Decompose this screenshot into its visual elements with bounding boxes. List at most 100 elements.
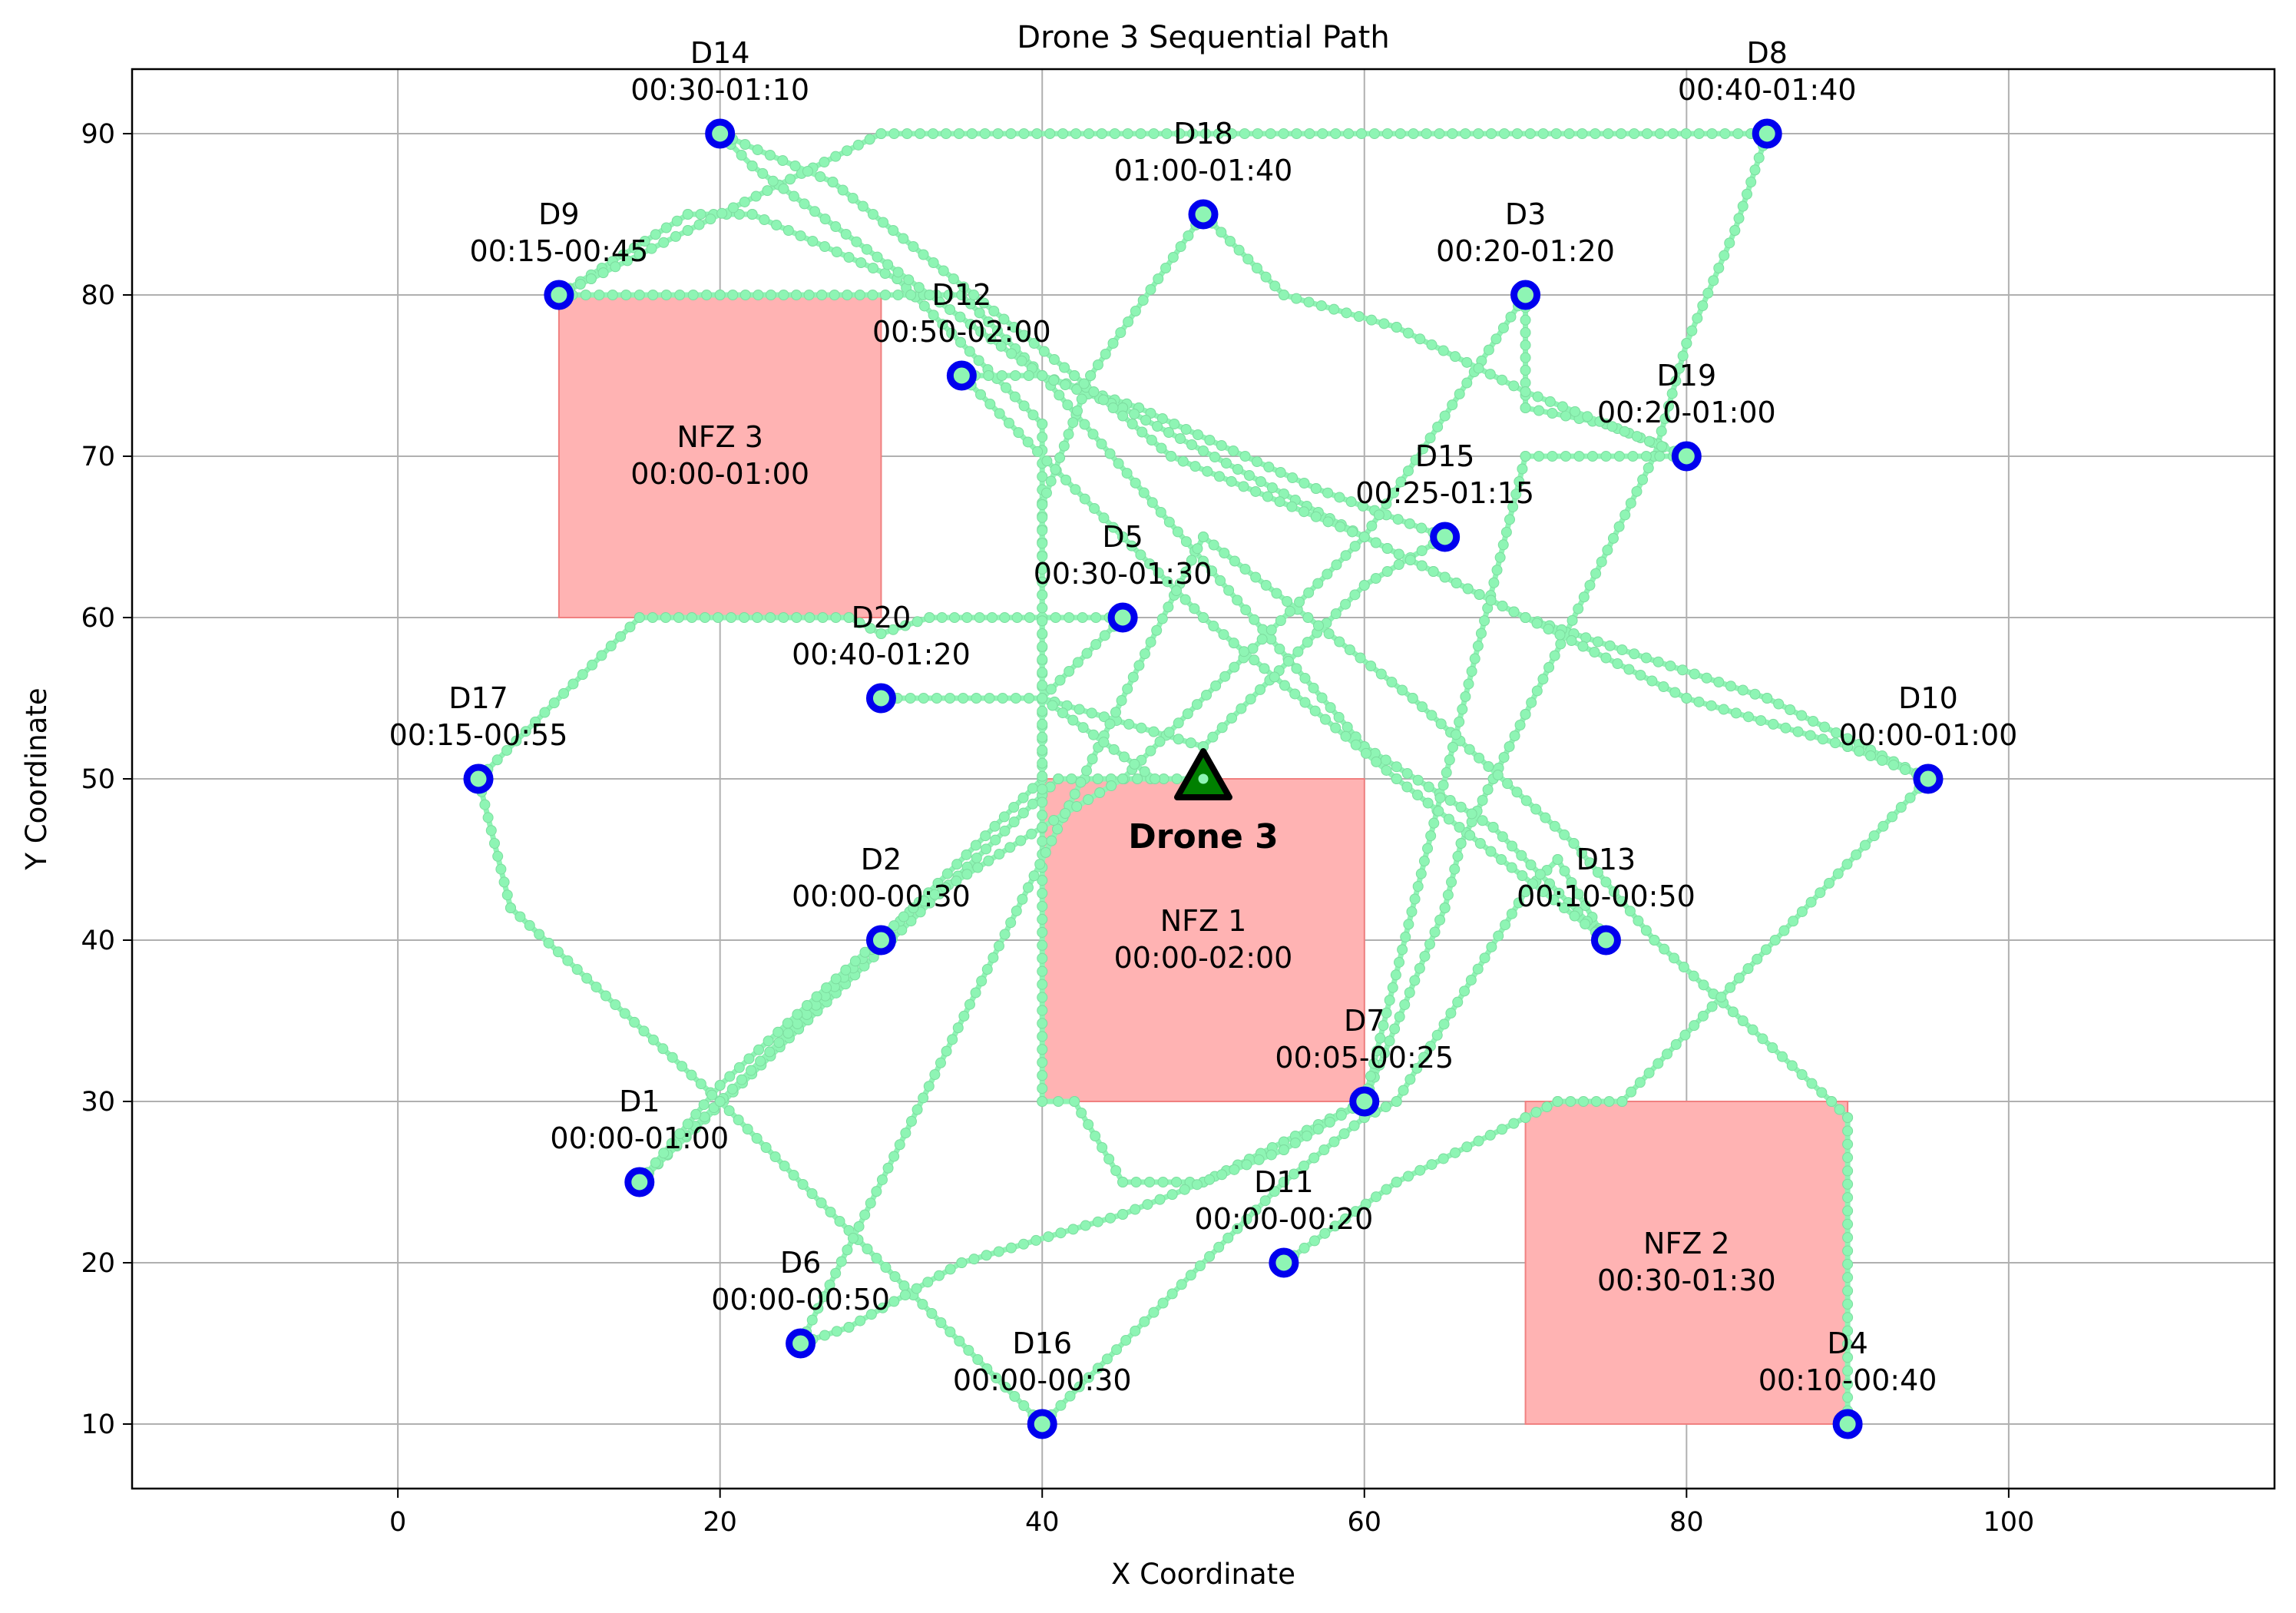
path-waypoint bbox=[1226, 128, 1237, 139]
path-waypoint bbox=[755, 1055, 766, 1067]
delivery-time-label: 00:40-01:20 bbox=[792, 638, 971, 671]
delivery-id-label: D5 bbox=[1102, 520, 1143, 554]
path-waypoint bbox=[1865, 750, 1877, 761]
path-waypoint bbox=[1080, 765, 1092, 777]
path-waypoint bbox=[835, 1256, 847, 1267]
path-waypoint bbox=[658, 1148, 670, 1159]
path-waypoint bbox=[1194, 1260, 1206, 1272]
path-waypoint bbox=[1391, 1177, 1402, 1187]
delivery-time-label: 00:40-01:40 bbox=[1678, 73, 1857, 107]
path-waypoint bbox=[963, 1345, 974, 1356]
delivery-point-center bbox=[716, 130, 724, 137]
path-waypoint bbox=[1183, 230, 1194, 241]
path-waypoint bbox=[1697, 300, 1709, 311]
path-waypoint bbox=[1842, 741, 1854, 752]
path-waypoint bbox=[855, 257, 867, 268]
path-waypoint bbox=[594, 290, 605, 300]
path-waypoint bbox=[1283, 655, 1295, 667]
path-waypoint bbox=[1842, 1165, 1854, 1177]
path-waypoint bbox=[1000, 1382, 1011, 1393]
path-waypoint bbox=[1392, 514, 1404, 525]
path-waypoint bbox=[1760, 944, 1772, 956]
path-waypoint bbox=[1175, 433, 1186, 444]
path-waypoint bbox=[803, 290, 815, 300]
path-waypoint bbox=[1404, 1074, 1416, 1085]
path-waypoint bbox=[1464, 830, 1476, 841]
path-waypoint bbox=[1577, 641, 1589, 652]
path-waypoint bbox=[727, 202, 739, 214]
path-waypoint bbox=[1132, 773, 1143, 784]
path-waypoint bbox=[1520, 451, 1531, 462]
path-waypoint bbox=[1094, 787, 1106, 798]
path-waypoint bbox=[1037, 641, 1048, 652]
path-waypoint bbox=[1340, 730, 1351, 742]
path-waypoint bbox=[871, 1253, 882, 1264]
path-waypoint bbox=[1633, 915, 1644, 926]
path-waypoint bbox=[1439, 571, 1451, 583]
path-waypoint bbox=[1163, 727, 1175, 738]
path-waypoint bbox=[1578, 591, 1590, 603]
path-waypoint bbox=[1474, 838, 1486, 849]
path-waypoint bbox=[1198, 612, 1209, 623]
path-waypoint bbox=[1670, 376, 1682, 386]
path-waypoint bbox=[1557, 401, 1568, 412]
path-waypoint bbox=[1360, 747, 1371, 759]
path-waypoint bbox=[1842, 1312, 1854, 1323]
path-waypoint bbox=[1249, 654, 1260, 666]
path-waypoint bbox=[865, 1197, 876, 1209]
path-waypoint bbox=[1180, 566, 1192, 578]
path-waypoint bbox=[829, 290, 840, 300]
path-waypoint bbox=[1479, 952, 1490, 964]
path-waypoint bbox=[928, 128, 939, 139]
path-waypoint bbox=[1232, 1223, 1243, 1234]
path-waypoint bbox=[1126, 540, 1137, 551]
path-waypoint bbox=[983, 316, 994, 327]
path-waypoint bbox=[713, 612, 724, 623]
path-waypoint bbox=[647, 290, 659, 300]
path-waypoint bbox=[1312, 1124, 1324, 1134]
path-waypoint bbox=[1092, 773, 1103, 784]
path-waypoint bbox=[1616, 896, 1628, 907]
path-waypoint bbox=[1669, 952, 1680, 964]
path-waypoint bbox=[1419, 951, 1431, 962]
path-waypoint bbox=[1404, 518, 1415, 529]
path-waypoint bbox=[1139, 648, 1150, 660]
path-waypoint bbox=[888, 1296, 900, 1307]
path-waypoint bbox=[1563, 128, 1575, 139]
path-waypoint bbox=[1805, 896, 1817, 908]
path-waypoint bbox=[1070, 128, 1082, 139]
path-waypoint bbox=[1733, 972, 1745, 984]
path-waypoint bbox=[1749, 688, 1761, 700]
path-waypoint bbox=[1406, 906, 1418, 917]
path-waypoint bbox=[981, 1363, 993, 1374]
path-waypoint bbox=[1037, 471, 1048, 482]
path-waypoint bbox=[933, 1270, 945, 1281]
path-waypoint bbox=[1037, 499, 1048, 510]
path-waypoint bbox=[1328, 1136, 1340, 1148]
path-waypoint bbox=[581, 972, 593, 984]
path-waypoint bbox=[1580, 919, 1591, 929]
path-waypoint bbox=[1550, 128, 1562, 139]
path-waypoint bbox=[1566, 635, 1577, 646]
path-waypoint bbox=[1153, 273, 1164, 284]
path-waypoint bbox=[1520, 339, 1531, 351]
path-waypoint bbox=[1357, 500, 1368, 512]
path-waypoint bbox=[1299, 1242, 1310, 1254]
path-waypoint bbox=[1228, 638, 1239, 649]
path-waypoint bbox=[1397, 944, 1408, 956]
path-waypoint bbox=[1031, 128, 1043, 139]
path-waypoint bbox=[1426, 710, 1437, 721]
path-waypoint bbox=[1842, 1192, 1854, 1204]
path-waypoint bbox=[1185, 1270, 1196, 1281]
path-waypoint bbox=[1330, 722, 1342, 734]
path-waypoint bbox=[853, 1221, 865, 1232]
path-waypoint bbox=[1074, 1381, 1085, 1393]
path-waypoint bbox=[922, 1277, 934, 1288]
path-waypoint bbox=[1594, 416, 1606, 427]
path-waypoint bbox=[1278, 1144, 1289, 1155]
delivery-time-label: 00:15-00:45 bbox=[470, 234, 649, 268]
path-waypoint bbox=[1006, 348, 1017, 359]
path-waypoint bbox=[764, 1046, 776, 1058]
path-waypoint bbox=[619, 1008, 630, 1019]
path-waypoint bbox=[674, 1128, 686, 1139]
